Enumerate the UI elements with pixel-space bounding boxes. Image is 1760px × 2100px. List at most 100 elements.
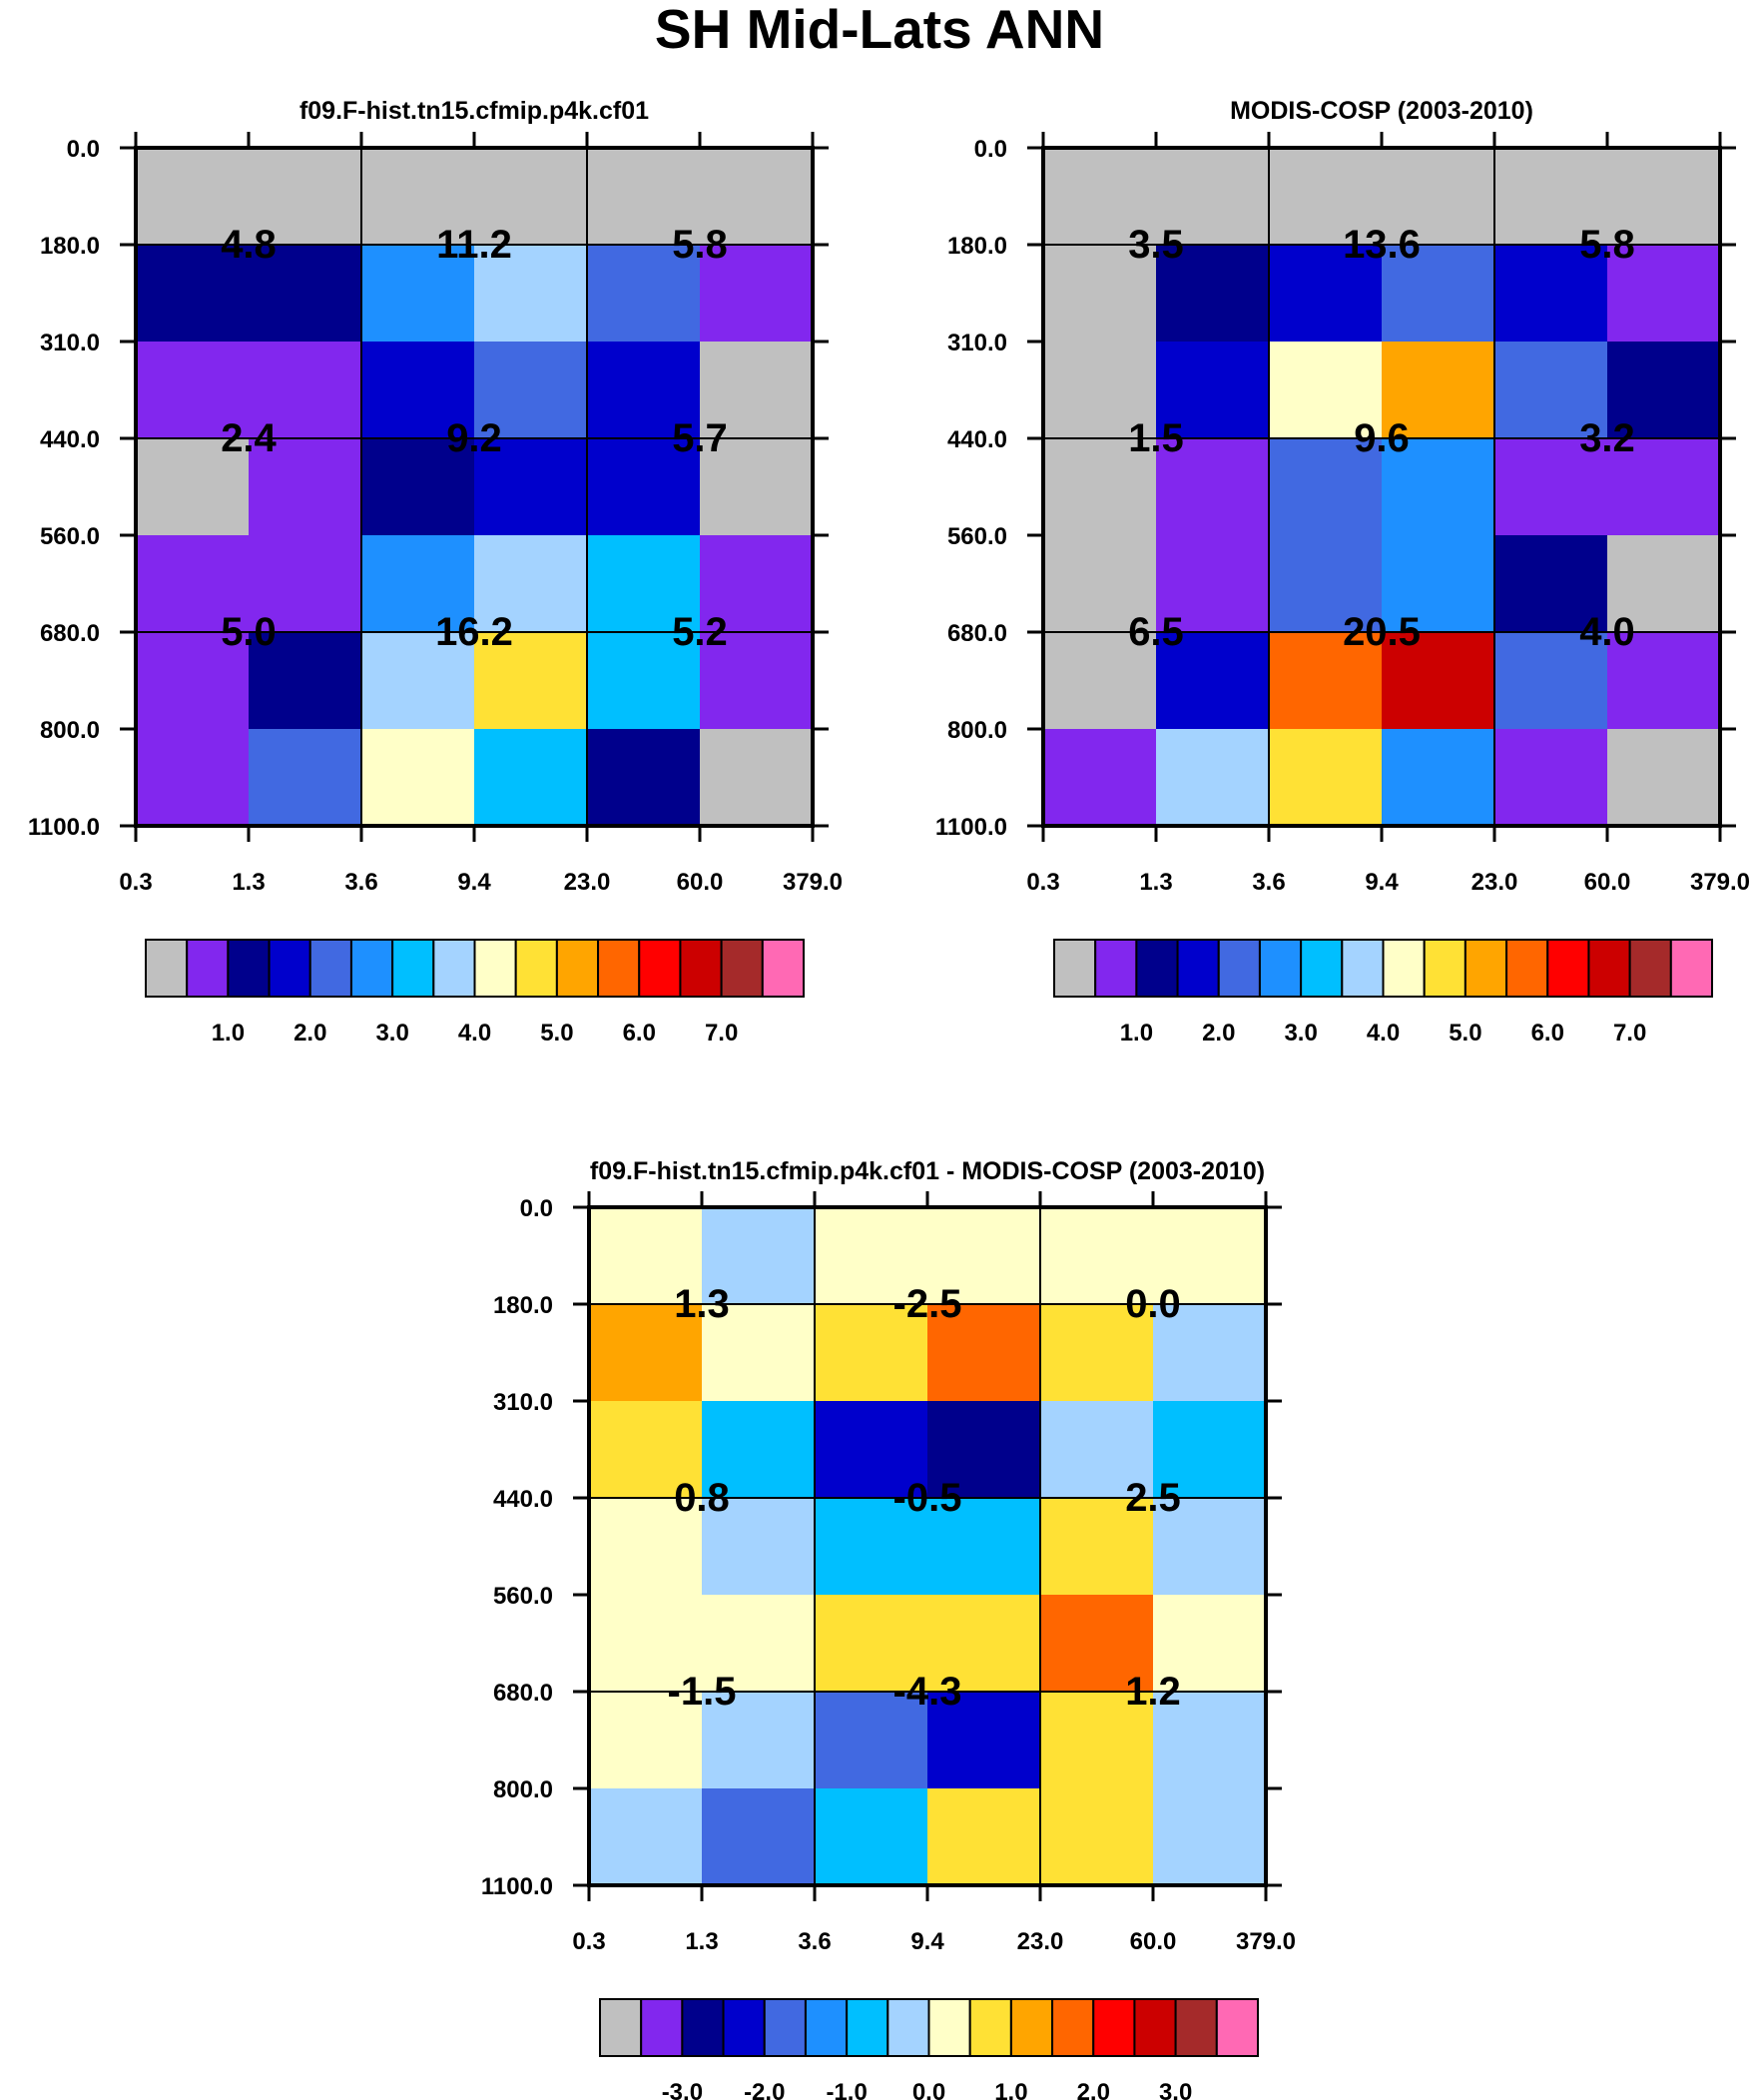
heatmap-cell [589, 1498, 703, 1596]
heatmap-cell [700, 342, 814, 439]
heatmap-cell [1040, 1788, 1154, 1886]
heatmap-cell [361, 729, 475, 827]
heatmap-cell [1494, 632, 1608, 730]
colorbar-label: 2.0 [293, 1020, 326, 1047]
heatmap-cell [815, 1401, 928, 1499]
heatmap-cell [700, 632, 814, 730]
x-tick-label: 3.6 [798, 1928, 831, 1955]
heatmap-cell [136, 535, 250, 633]
heatmap-cell [589, 1207, 703, 1305]
colorbar-label: 5.0 [540, 1020, 573, 1047]
heatmap-cell [249, 148, 362, 246]
x-tick-label: 60.0 [1130, 1928, 1177, 1955]
heatmap-cell [249, 342, 362, 439]
heatmap-cell [1040, 1304, 1154, 1402]
heatmap-cell [815, 1304, 928, 1402]
colorbar-swatch [927, 1998, 971, 2057]
heatmap-cell [1043, 535, 1157, 633]
colorbar-label: -1.0 [826, 2079, 867, 2100]
block-value-label: 5.8 [672, 223, 728, 267]
colorbar-swatch [432, 939, 476, 998]
heatmap-cell [361, 438, 475, 536]
y-tick-label: 440.0 [493, 1486, 553, 1513]
heatmap-cell [1382, 245, 1495, 343]
heatmap-cell [249, 535, 362, 633]
colorbar-label: 4.0 [458, 1020, 491, 1047]
heatmap-cell [702, 1595, 816, 1693]
heatmap-cell [1043, 245, 1157, 343]
block-value-label: 9.2 [446, 416, 502, 460]
heatmap-cell [1153, 1498, 1267, 1596]
x-tick-label: 3.6 [344, 869, 377, 896]
block-value-label: 13.6 [1343, 223, 1421, 267]
block-value-label: 5.2 [672, 610, 728, 654]
colorbar-swatch [679, 939, 723, 998]
colorbar-label: 7.0 [1613, 1020, 1646, 1047]
heatmap-cell [1607, 245, 1721, 343]
heatmap-cell [1269, 245, 1383, 343]
heatmap-cell [249, 729, 362, 827]
heatmap-cell [1382, 632, 1495, 730]
colorbar-label: 5.0 [1449, 1020, 1481, 1047]
y-tick-label: 310.0 [947, 330, 1007, 356]
heatmap-cell [587, 729, 701, 827]
colorbar-swatch [473, 939, 517, 998]
block-value-label: 1.2 [1125, 1670, 1181, 1714]
heatmap-cell [474, 632, 588, 730]
colorbar-label: 6.0 [623, 1020, 656, 1047]
x-tick-label: 0.3 [1026, 869, 1059, 896]
colorbar-swatch [846, 1998, 889, 2057]
block-value-label: 0.8 [674, 1476, 730, 1520]
heatmap-cell [1043, 729, 1157, 827]
heatmap-cell [474, 729, 588, 827]
heatmap-cell [249, 632, 362, 730]
colorbar-swatch [514, 939, 558, 998]
y-tick-label: 1100.0 [935, 814, 1007, 841]
heatmap-cell [1040, 1595, 1154, 1693]
heatmap-cell [1156, 632, 1270, 730]
heatmap-cell [1269, 632, 1383, 730]
heatmap-cell [136, 245, 250, 343]
heatmap-cell [702, 1207, 816, 1305]
heatmap-cell [361, 245, 475, 343]
block-value-label: 9.6 [1354, 416, 1410, 460]
heatmap-cell [1269, 148, 1383, 246]
colorbar-label: 3.0 [1284, 1020, 1317, 1047]
colorbar-label: 0.0 [912, 2079, 945, 2100]
colorbar-swatch [1215, 1998, 1259, 2057]
colorbar-label: 1.0 [994, 2079, 1027, 2100]
heatmap-cell [361, 342, 475, 439]
heatmap-cell [361, 148, 475, 246]
colorbar-swatch [1051, 1998, 1095, 2057]
y-tick-label: 800.0 [947, 717, 1007, 744]
heatmap-cell [136, 632, 250, 730]
colorbar-swatch [1133, 1998, 1177, 2057]
y-tick-label: 180.0 [493, 1292, 553, 1319]
block-value-label: 5.0 [221, 610, 277, 654]
colorbar-swatch [1053, 939, 1097, 998]
heatmap-cell [1040, 1498, 1154, 1596]
block-value-label: -1.5 [668, 1670, 737, 1714]
x-tick-label: 1.3 [1139, 869, 1172, 896]
x-tick-label: 379.0 [1690, 869, 1750, 896]
heatmap-cell [815, 1498, 928, 1596]
colorbar-label: 3.0 [375, 1020, 408, 1047]
colorbar-swatch [1341, 939, 1385, 998]
block-value-label: -0.5 [893, 1476, 962, 1520]
heatmap-cell [1607, 632, 1721, 730]
colorbar-swatch [1464, 939, 1508, 998]
heatmap-cell [702, 1304, 816, 1402]
heatmap-cell [474, 148, 588, 246]
y-tick-label: 560.0 [40, 523, 100, 550]
heatmap-cell [700, 438, 814, 536]
colorbar-swatch [308, 939, 352, 998]
x-tick-label: 1.3 [232, 869, 265, 896]
heatmap-cell [589, 1788, 703, 1886]
x-tick-label: 379.0 [783, 869, 843, 896]
block-value-label: 2.5 [1125, 1476, 1181, 1520]
block-value-label: 3.5 [1128, 223, 1184, 267]
colorbar-swatch [1217, 939, 1261, 998]
heatmap-cell [589, 1401, 703, 1499]
heatmap-cell [702, 1788, 816, 1886]
